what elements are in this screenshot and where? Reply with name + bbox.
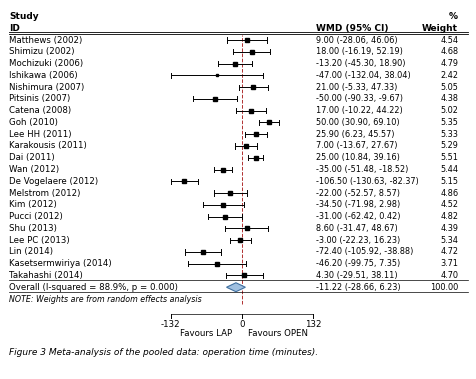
Text: %: % (448, 12, 457, 21)
Text: -34.50 (-71.98, 2.98): -34.50 (-71.98, 2.98) (315, 200, 399, 209)
Text: -72.40 (-105.92, -38.88): -72.40 (-105.92, -38.88) (315, 247, 412, 257)
Text: -47.00 (-132.04, 38.04): -47.00 (-132.04, 38.04) (315, 71, 409, 80)
Text: 4.30 (-29.51, 38.11): 4.30 (-29.51, 38.11) (315, 271, 397, 280)
Text: 4.38: 4.38 (439, 94, 457, 103)
Text: Melstrom (2012): Melstrom (2012) (10, 189, 80, 197)
Text: -50.00 (-90.33, -9.67): -50.00 (-90.33, -9.67) (315, 94, 402, 103)
Text: Ishikawa (2006): Ishikawa (2006) (10, 71, 78, 80)
Text: De Vogelaere (2012): De Vogelaere (2012) (10, 177, 99, 186)
Text: -132: -132 (160, 320, 180, 329)
Text: 5.29: 5.29 (439, 141, 457, 150)
Text: Shimizu (2002): Shimizu (2002) (10, 47, 75, 56)
Text: WMD (95% CI): WMD (95% CI) (315, 24, 387, 33)
Text: Pucci (2012): Pucci (2012) (10, 212, 63, 221)
Text: 5.44: 5.44 (439, 165, 457, 174)
Text: -22.00 (-52.57, 8.57): -22.00 (-52.57, 8.57) (315, 189, 399, 197)
Text: 2.42: 2.42 (439, 71, 457, 80)
Text: 4.82: 4.82 (439, 212, 457, 221)
Text: Mochizuki (2006): Mochizuki (2006) (10, 59, 83, 68)
Text: Lee HH (2011): Lee HH (2011) (10, 130, 72, 139)
Text: ID: ID (10, 24, 20, 33)
Text: Kim (2012): Kim (2012) (10, 200, 57, 209)
Text: Matthews (2002): Matthews (2002) (10, 36, 82, 45)
Text: Weight: Weight (421, 24, 457, 33)
Text: 4.72: 4.72 (439, 247, 457, 257)
Text: 5.15: 5.15 (439, 177, 457, 186)
Text: 5.34: 5.34 (439, 236, 457, 245)
Text: 4.54: 4.54 (439, 36, 457, 45)
Text: -13.20 (-45.30, 18.90): -13.20 (-45.30, 18.90) (315, 59, 404, 68)
Text: 5.35: 5.35 (439, 118, 457, 127)
Text: 9.00 (-28.06, 46.06): 9.00 (-28.06, 46.06) (315, 36, 397, 45)
Text: 4.79: 4.79 (439, 59, 457, 68)
Text: Dai (2011): Dai (2011) (10, 153, 55, 162)
Text: 4.70: 4.70 (439, 271, 457, 280)
Text: 7.00 (-13.67, 27.67): 7.00 (-13.67, 27.67) (315, 141, 397, 150)
Text: Lin (2014): Lin (2014) (10, 247, 53, 257)
Text: Nishimura (2007): Nishimura (2007) (10, 83, 85, 92)
Text: -35.00 (-51.48, -18.52): -35.00 (-51.48, -18.52) (315, 165, 407, 174)
Text: 100.00: 100.00 (429, 283, 457, 292)
Text: Figure 3 Meta-analysis of the pooled data: operation time (minutes).: Figure 3 Meta-analysis of the pooled dat… (10, 348, 318, 357)
Text: 132: 132 (305, 320, 321, 329)
Text: Takahashi (2014): Takahashi (2014) (10, 271, 83, 280)
Text: 4.39: 4.39 (439, 224, 457, 233)
Text: Goh (2010): Goh (2010) (10, 118, 58, 127)
Text: Lee PC (2013): Lee PC (2013) (10, 236, 70, 245)
Text: Favours LAP: Favours LAP (180, 329, 232, 338)
Text: Kasetsermwiriya (2014): Kasetsermwiriya (2014) (10, 259, 112, 268)
Text: 18.00 (-16.19, 52.19): 18.00 (-16.19, 52.19) (315, 47, 402, 56)
Text: Overall (I-squared = 88.9%, p = 0.000): Overall (I-squared = 88.9%, p = 0.000) (10, 283, 178, 292)
Text: 25.00 (10.84, 39.16): 25.00 (10.84, 39.16) (315, 153, 399, 162)
Text: 4.68: 4.68 (439, 47, 457, 56)
Text: 17.00 (-10.22, 44.22): 17.00 (-10.22, 44.22) (315, 106, 402, 115)
Text: Study: Study (10, 12, 39, 21)
Text: Favours OPEN: Favours OPEN (247, 329, 307, 338)
Text: 8.60 (-31.47, 48.67): 8.60 (-31.47, 48.67) (315, 224, 397, 233)
Text: 5.05: 5.05 (439, 83, 457, 92)
Text: -46.20 (-99.75, 7.35): -46.20 (-99.75, 7.35) (315, 259, 399, 268)
Text: 3.71: 3.71 (439, 259, 457, 268)
Text: 4.52: 4.52 (439, 200, 457, 209)
Polygon shape (226, 283, 245, 292)
Text: 50.00 (30.90, 69.10): 50.00 (30.90, 69.10) (315, 118, 398, 127)
Text: Wan (2012): Wan (2012) (10, 165, 60, 174)
Text: -3.00 (-22.23, 16.23): -3.00 (-22.23, 16.23) (315, 236, 399, 245)
Text: 5.51: 5.51 (439, 153, 457, 162)
Text: -31.00 (-62.42, 0.42): -31.00 (-62.42, 0.42) (315, 212, 399, 221)
Text: -106.50 (-130.63, -82.37): -106.50 (-130.63, -82.37) (315, 177, 417, 186)
Text: Shu (2013): Shu (2013) (10, 224, 57, 233)
Text: Catena (2008): Catena (2008) (10, 106, 71, 115)
Text: 25.90 (6.23, 45.57): 25.90 (6.23, 45.57) (315, 130, 393, 139)
Text: Karakousis (2011): Karakousis (2011) (10, 141, 87, 150)
Text: 0: 0 (239, 320, 244, 329)
Text: 21.00 (-5.33, 47.33): 21.00 (-5.33, 47.33) (315, 83, 396, 92)
Text: 5.02: 5.02 (439, 106, 457, 115)
Text: 5.33: 5.33 (439, 130, 457, 139)
Text: -11.22 (-28.66, 6.23): -11.22 (-28.66, 6.23) (315, 283, 399, 292)
Text: 4.86: 4.86 (439, 189, 457, 197)
Text: NOTE: Weights are from random effects analysis: NOTE: Weights are from random effects an… (10, 294, 202, 304)
Text: Pitsinis (2007): Pitsinis (2007) (10, 94, 70, 103)
